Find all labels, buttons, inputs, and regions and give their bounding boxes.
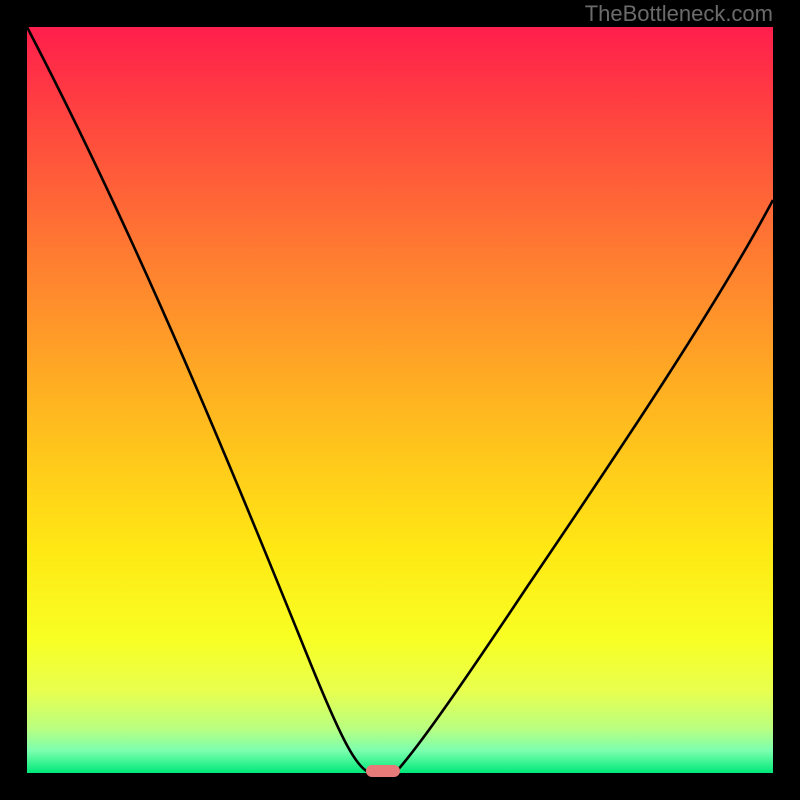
bottleneck-curve: [27, 27, 773, 773]
curve-left-branch: [27, 27, 371, 773]
gradient-plot-area: [27, 27, 773, 773]
watermark-text: TheBottleneck.com: [585, 1, 773, 27]
curve-right-branch: [395, 200, 773, 773]
chart-root: TheBottleneck.com: [0, 0, 800, 800]
valley-marker: [366, 765, 400, 777]
